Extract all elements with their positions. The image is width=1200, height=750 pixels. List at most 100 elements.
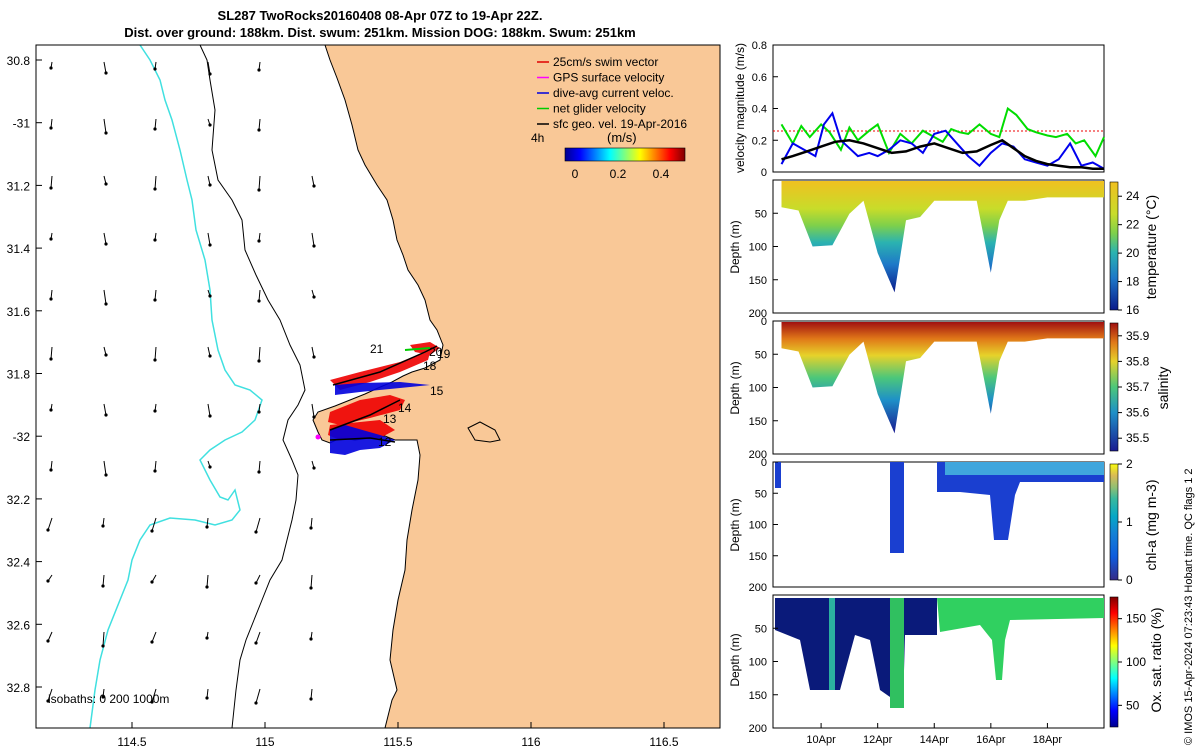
colorbar-tick-label: 20 xyxy=(1126,246,1140,260)
salinity-panel: Depth (m) salinity 0 50 100 150 200 35.5 35.6 3… xyxy=(728,316,1171,461)
isobath-200m xyxy=(199,44,306,729)
geo-arrow xyxy=(257,460,261,474)
geo-arrow xyxy=(101,517,105,528)
depth-ytick-label: 200 xyxy=(749,582,767,594)
oxygen-strip-2 xyxy=(890,598,904,708)
track-label: 13 xyxy=(383,412,397,426)
geo-arrow xyxy=(311,403,316,419)
net-glider-velocity-track xyxy=(404,347,431,351)
map-ytick-label: 31.4 xyxy=(7,242,31,256)
velocity-panel: 0 0.2 0.4 0.6 0.8 velocity magnitude (m/s) xyxy=(733,40,1105,179)
colorbar-tick-label: 2 xyxy=(1126,457,1133,471)
temperature-panel: Depth (m) temperature (°C) 50 100 150 200 16… xyxy=(728,179,1159,320)
geo-arrow xyxy=(205,688,209,700)
map-ytick-label: 31.8 xyxy=(7,368,31,382)
geo-arrow xyxy=(254,574,261,585)
temperature-ticks: 50 100 150 200 16 18 20 22 24 xyxy=(749,189,1140,320)
chla-panel: Depth (m) chl-a (mg m-3) 0 50 100 150 200 0 1 2 xyxy=(728,457,1159,594)
geo-arrow xyxy=(257,346,261,363)
isobath-1000m xyxy=(89,44,263,729)
geo-arrow xyxy=(101,688,105,699)
temperature-colorbar xyxy=(1109,181,1119,311)
colorbar-tick-label: 35.5 xyxy=(1126,431,1150,445)
geo-arrow xyxy=(257,175,261,192)
date-tick-label: 16Apr xyxy=(976,734,1006,746)
depth-ytick-label: 100 xyxy=(749,242,767,254)
salinity-colorbar xyxy=(1109,322,1119,452)
colorbar-tick-label: 35.6 xyxy=(1126,406,1150,420)
colorbar-tick-label: 1 xyxy=(1126,515,1133,529)
velocity-series-line xyxy=(781,138,1104,171)
salinity-ylabel: Depth (m) xyxy=(728,361,742,414)
map-ytick-label: 30.8 xyxy=(7,54,31,68)
geo-arrow xyxy=(101,574,105,588)
geo-arrow xyxy=(49,346,53,361)
map-xtick-label: 116 xyxy=(521,735,540,749)
geo-arrow xyxy=(103,118,108,135)
temperature-ylabel: Depth (m) xyxy=(728,220,742,273)
velocity-axes xyxy=(772,44,1105,173)
depth-ytick-label: 150 xyxy=(749,690,767,702)
colorbar-tick-label: 18 xyxy=(1126,275,1140,289)
geo-arrow xyxy=(46,574,53,583)
colorbar-tick-label: 35.7 xyxy=(1126,380,1150,394)
temperature-section xyxy=(781,181,1104,293)
island xyxy=(467,421,501,443)
geo-arrow xyxy=(49,403,53,412)
oxygen-colorbar xyxy=(1109,596,1119,728)
geo-arrow xyxy=(101,631,105,648)
geo-arrow xyxy=(153,175,157,191)
geo-arrow xyxy=(153,289,157,302)
oxygen-panel: Depth (m) Ox. sat. ratio (%) 50 100 150 200… xyxy=(728,594,1164,746)
salinity-cblabel: salinity xyxy=(1155,367,1171,410)
date-axis: 10Apr 12Apr 14Apr 16Apr 18Apr xyxy=(806,723,1062,746)
depth-ytick-label: 50 xyxy=(755,623,767,635)
geo-arrow xyxy=(254,631,261,645)
geo-arrow xyxy=(257,61,261,72)
depth-ytick-label: 0 xyxy=(761,457,767,469)
velocity-ytick-label: 0 xyxy=(761,167,767,179)
oxygen-section-high xyxy=(937,598,1104,680)
geo-arrow xyxy=(46,517,53,532)
chla-colorbar xyxy=(1109,463,1119,581)
map-xtick-label: 115 xyxy=(255,735,274,749)
time-label: 4h xyxy=(531,131,544,145)
map-ytick-label: 32.8 xyxy=(7,681,31,695)
geo-arrow xyxy=(205,574,209,589)
chart-title-line2: Dist. over ground: 188km. Dist. swum: 25… xyxy=(124,25,636,40)
track-label: 18 xyxy=(423,359,437,373)
geo-arrow xyxy=(153,346,157,362)
depth-ytick-label: 150 xyxy=(749,416,767,428)
geo-arrow xyxy=(49,61,53,70)
depth-ytick-label: 100 xyxy=(749,520,767,532)
map-legend: 25cm/s swim vector GPS surface velocitydi… xyxy=(537,55,687,131)
geo-arrow xyxy=(103,460,108,477)
geo-arrow xyxy=(257,232,261,243)
credit-text: © IMOS 15-Apr-2024 07:23:43 Hobart time.… xyxy=(1183,468,1195,745)
geo-arrow xyxy=(257,118,261,132)
depth-ytick-label: 200 xyxy=(749,723,767,735)
glider-path xyxy=(329,345,438,443)
chart-title-line1: SL287 TwoRocks20160408 08-Apr 07Z to 19-… xyxy=(217,8,543,23)
geo-arrow xyxy=(207,175,212,187)
geo-arrow xyxy=(49,460,53,472)
geo-arrow xyxy=(309,688,313,701)
velocity-ytick-label: 0.4 xyxy=(752,104,767,116)
salinity-ticks: 0 50 100 150 200 35.5 35.6 35.7 35.8 35.9 xyxy=(749,316,1150,461)
oxygen-cblabel: Ox. sat. ratio (%) xyxy=(1148,607,1164,712)
depth-ytick-label: 150 xyxy=(749,551,767,563)
depth-ytick-label: 50 xyxy=(755,488,767,500)
depth-ytick-label: 100 xyxy=(749,383,767,395)
geo-arrow xyxy=(254,688,261,705)
map-legend-entry: GPS surface velocity xyxy=(553,71,664,85)
geo-arrow xyxy=(103,346,108,357)
track-label: 19 xyxy=(437,347,451,361)
map-ytick-label: 31.2 xyxy=(7,179,31,193)
depth-ytick-label: 150 xyxy=(749,275,767,287)
track-label: 21 xyxy=(370,342,384,356)
map-xtick-label: 115.5 xyxy=(383,735,412,749)
velocity-ytick-label: 0.8 xyxy=(752,40,767,52)
chla-cblabel: chl-a (mg m-3) xyxy=(1143,479,1159,570)
